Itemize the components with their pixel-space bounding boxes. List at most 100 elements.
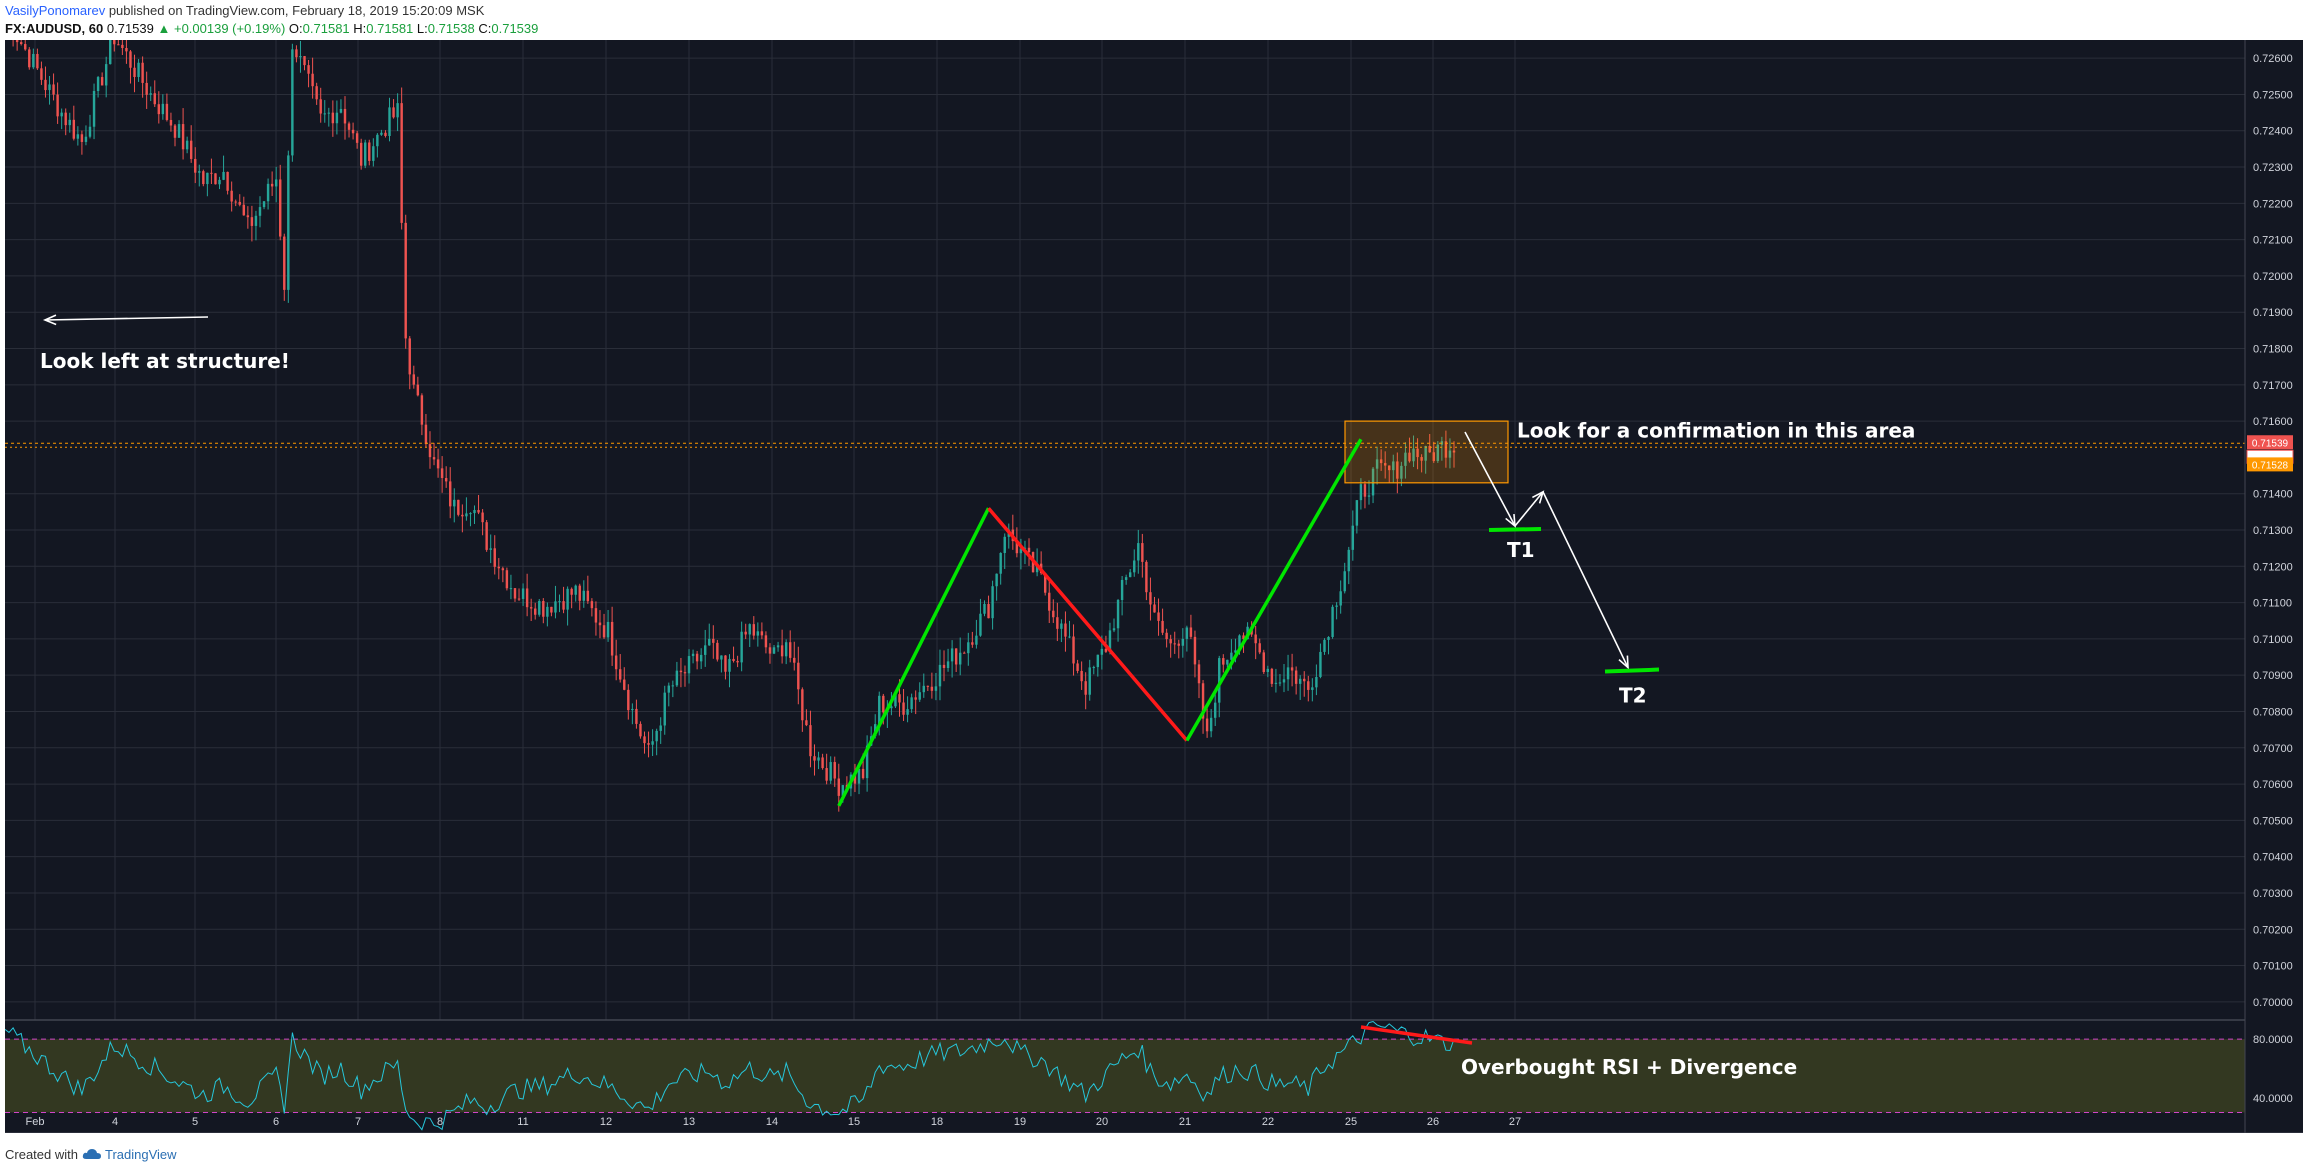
price-tick-label: 0.70300 <box>2253 888 2293 900</box>
candle-body <box>24 44 27 50</box>
price-axis[interactable]: 0.72600 0.72500 0.72400 0.72300 0.72200 0.721… <box>2246 53 2294 1105</box>
candle-body <box>950 648 954 662</box>
candle-body <box>655 730 658 742</box>
price-tick-label: 0.71100 <box>2253 598 2292 610</box>
candle-body <box>396 103 399 118</box>
candle-body <box>19 42 23 45</box>
candle-body <box>469 513 472 515</box>
candle-body <box>740 631 743 663</box>
candle-body <box>319 99 322 114</box>
candle-body <box>372 146 375 161</box>
candle-body <box>861 768 865 779</box>
candle-body <box>1298 678 1302 684</box>
candle-body <box>699 654 703 662</box>
candle-body <box>299 56 302 58</box>
candle-body <box>614 655 618 670</box>
candle-body <box>971 642 974 645</box>
candle-body <box>400 103 403 223</box>
candle-body <box>906 709 909 715</box>
candle-body <box>1064 623 1067 637</box>
candle-body <box>72 119 76 139</box>
candle-body <box>772 647 776 654</box>
candle-body <box>440 468 444 479</box>
candle-body <box>574 585 577 595</box>
candle-body <box>436 459 440 469</box>
candle-body <box>1343 571 1346 592</box>
candle-body <box>691 653 695 657</box>
candle-body <box>355 133 359 143</box>
candle-body <box>1327 636 1330 640</box>
candle-body <box>323 113 326 115</box>
candle-body <box>619 669 622 680</box>
candle-body <box>1274 682 1278 684</box>
candle-body <box>825 768 828 781</box>
candles <box>12 40 1456 812</box>
candle-body <box>958 652 962 665</box>
candle-body <box>295 49 298 58</box>
candle-body <box>1161 620 1164 633</box>
candle-body <box>716 642 719 660</box>
candle-body <box>926 685 930 687</box>
candle-body <box>1100 648 1104 655</box>
candle-body <box>890 706 893 709</box>
candle-body <box>1141 543 1144 562</box>
candle-body <box>752 624 755 636</box>
candle-body <box>1153 604 1156 613</box>
candle-body <box>744 631 747 635</box>
time-axis[interactable]: Feb 4 5 6 7 8 11 12 13 14 15 18 19 20 21 22 25 26 27 <box>26 1116 1522 1128</box>
candle-body <box>898 694 901 703</box>
price-tick-label: 0.71800 <box>2253 344 2293 356</box>
candle-body <box>1331 606 1334 637</box>
last-price-badge-text: 0.71539 <box>2252 438 2289 449</box>
time-tick-label: 13 <box>683 1116 695 1128</box>
candle-body <box>351 129 355 134</box>
candle-body <box>598 622 602 626</box>
candle-body <box>117 44 120 46</box>
candle-body <box>1193 636 1197 665</box>
candle-body <box>606 621 610 638</box>
candle-body <box>461 514 464 517</box>
candle-body <box>594 608 598 623</box>
candle-body <box>173 125 177 138</box>
candle-body <box>542 600 545 617</box>
candle-body <box>1072 636 1075 664</box>
candle-body <box>28 49 31 68</box>
time-tick-label: 21 <box>1179 1116 1191 1128</box>
candle-body <box>481 512 484 523</box>
candle-body <box>1379 459 1383 464</box>
price-tick-label: 0.72400 <box>2253 126 2293 138</box>
target2-line <box>1604 667 1660 674</box>
chart-area[interactable]: Look for a confirmation in this area Look… <box>5 40 2303 1133</box>
candle-body <box>1080 670 1083 682</box>
candle-body <box>169 119 173 126</box>
candle-body <box>343 108 347 124</box>
chart-background <box>5 40 2303 1133</box>
candle-body <box>1120 579 1124 601</box>
candle-body <box>60 112 63 117</box>
candle-body <box>651 741 654 745</box>
low-label: L: <box>416 21 428 36</box>
rsi-line <box>5 1020 1455 1131</box>
author-link[interactable]: VasilyPonomarev <box>5 3 106 18</box>
created-with-text: Created with <box>5 1147 78 1162</box>
candle-body <box>1258 643 1261 653</box>
candle-body <box>129 51 132 68</box>
time-tick-label: 22 <box>1262 1116 1274 1128</box>
tradingview-logo-text[interactable]: TradingView <box>105 1147 177 1162</box>
candle-body <box>1238 635 1241 651</box>
time-tick-label: 4 <box>112 1116 118 1128</box>
candle-body <box>546 606 549 617</box>
candle-body <box>991 586 994 619</box>
candle-body <box>339 108 343 113</box>
candle-body <box>238 201 241 205</box>
candle-body <box>1052 610 1055 618</box>
candle-body <box>562 601 565 610</box>
confirmation-annotation: Look for a confirmation in this area <box>1517 418 1915 442</box>
green-trend-leg <box>837 507 991 807</box>
candle-body <box>161 103 165 115</box>
price-tick-label: 0.70100 <box>2253 961 2293 973</box>
candle-body <box>1157 612 1160 621</box>
candle-body <box>809 725 812 757</box>
candle-body <box>797 662 800 690</box>
candle-body <box>1165 632 1168 640</box>
